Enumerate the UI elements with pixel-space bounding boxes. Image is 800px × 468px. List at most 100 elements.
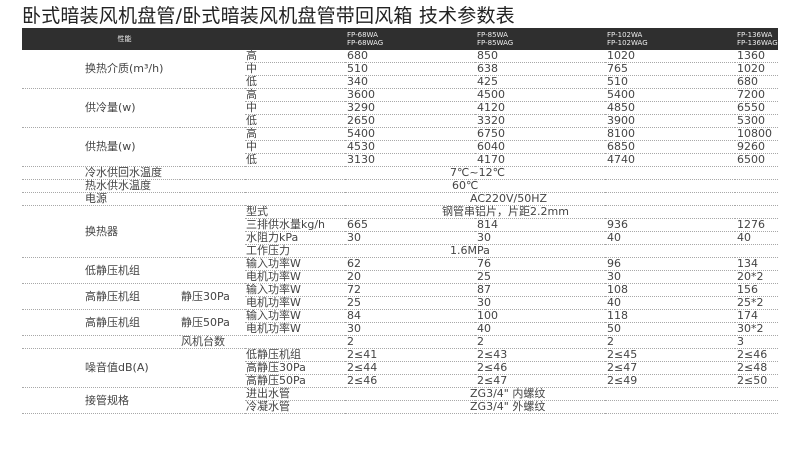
row-label: 接管规格: [22, 387, 245, 414]
table-row: 电源 AC220V/50HZ: [22, 192, 779, 206]
value-cell: 4500: [475, 88, 606, 102]
row-label: 电源: [22, 192, 346, 206]
item-label: 电机功率W: [245, 296, 346, 310]
value-cell: 850: [475, 50, 606, 63]
row-label: 低静压机组: [22, 257, 245, 284]
table-row: 换热器 型式 钢管串铝片，片距2.2mm: [22, 205, 779, 258]
table-row: 换热介质(m³/h) 高 680 850 1020 1360: [22, 50, 779, 89]
value-cell: 510: [345, 62, 476, 76]
value-cell: 665: [345, 218, 476, 232]
value-cell: 680: [735, 75, 779, 89]
table-row: 噪音值dB(A) 低静压机组 2≤41 2≤43 2≤45 2≤46: [22, 348, 779, 388]
value-cell: 2≤46: [345, 374, 476, 388]
value-cell: 118: [605, 309, 736, 323]
value-cell: 30: [345, 231, 476, 245]
value-cell: 3320: [475, 114, 606, 128]
table-row: 冷水供回水温度 7℃~12℃: [22, 166, 779, 180]
value-cell: 765: [605, 62, 736, 76]
value-cell: 2≤47: [605, 361, 736, 375]
table-row: 风机台数 2 2 2 3: [22, 335, 779, 349]
table-row: 高静压50Pa 2≤46 2≤47 2≤49 2≤50: [22, 374, 779, 388]
value-cell: 10800: [735, 127, 779, 141]
value-cell: 2≤46: [735, 348, 779, 362]
value-cell: 134: [735, 257, 779, 271]
value-cell: 30: [605, 270, 736, 284]
row-label: 换热器: [22, 205, 245, 258]
value-cell: 814: [475, 218, 606, 232]
value-cell: 25: [345, 296, 476, 310]
value-cell: 2≤46: [475, 361, 606, 375]
value-cell: 40: [605, 296, 736, 310]
item-label: 高: [245, 127, 346, 141]
item-label: 高静压30Pa: [245, 361, 346, 375]
merged-value: AC220V/50HZ: [345, 192, 779, 206]
item-label: 低: [245, 153, 346, 167]
table-row: 电机功率W 20 25 30 20*2: [22, 270, 779, 284]
value-cell: 3: [735, 335, 779, 349]
value-cell: 2≤45: [605, 348, 736, 362]
value-cell: 680: [345, 50, 476, 63]
item-label: 输入功率W: [245, 309, 346, 323]
table-row: 高静压机组 静压30Pa 输入功率W 72 87 108 156: [22, 283, 779, 310]
value-cell: 76: [475, 257, 606, 271]
merged-value: ZG3/4" 内螺纹: [345, 387, 779, 401]
item-label: 中: [245, 62, 346, 76]
value-cell: 510: [605, 75, 736, 89]
table-row: 接管规格 进出水管 ZG3/4" 内螺纹: [22, 387, 779, 414]
header-model: FP-136WA FP-136WAG: [735, 28, 779, 50]
item-label: 中: [245, 101, 346, 115]
value-cell: 936: [605, 218, 736, 232]
row-label: 供冷量(w): [22, 88, 245, 128]
table-row: 中 3290 4120 4850 6550: [22, 101, 779, 115]
value-cell: 108: [605, 283, 736, 297]
table-row: 热水供水温度 60℃: [22, 179, 779, 193]
item-label: 中: [245, 140, 346, 154]
value-cell: 174: [735, 309, 779, 323]
item-label: 进出水管: [245, 387, 346, 401]
value-cell: 6750: [475, 127, 606, 141]
item-label: 电机功率W: [245, 322, 346, 336]
value-cell: 2: [345, 335, 476, 349]
merged-value: 1.6MPa: [345, 244, 779, 258]
item-label: 冷凝水管: [245, 400, 346, 414]
value-cell: 30*2: [735, 322, 779, 336]
value-cell: 2≤49: [605, 374, 736, 388]
value-cell: 25*2: [735, 296, 779, 310]
value-cell: 30: [475, 231, 606, 245]
merged-value: 钢管串铝片，片距2.2mm: [345, 205, 779, 219]
value-cell: 4120: [475, 101, 606, 115]
row-label: [22, 335, 180, 349]
table-row: 低 3130 4170 4740 6500: [22, 153, 779, 167]
row-label: 换热介质(m³/h): [22, 50, 245, 89]
value-cell: 6500: [735, 153, 779, 167]
value-cell: 9260: [735, 140, 779, 154]
value-cell: 6550: [735, 101, 779, 115]
value-cell: 40: [475, 322, 606, 336]
item-label: 电机功率W: [245, 270, 346, 284]
value-cell: 25: [475, 270, 606, 284]
value-cell: 2: [475, 335, 606, 349]
value-cell: 3900: [605, 114, 736, 128]
value-cell: 425: [475, 75, 606, 89]
value-cell: 2≤50: [735, 374, 779, 388]
value-cell: 62: [345, 257, 476, 271]
table-row: 高静压30Pa 2≤44 2≤46 2≤47 2≤48: [22, 361, 779, 375]
value-cell: 2≤43: [475, 348, 606, 362]
value-cell: 40: [735, 231, 779, 245]
table-row: 冷凝水管 ZG3/4" 外螺纹: [22, 400, 779, 414]
table-row: 中 510 638 765 1020: [22, 62, 779, 76]
value-cell: 3130: [345, 153, 476, 167]
value-cell: 3600: [345, 88, 476, 102]
value-cell: 2≤44: [345, 361, 476, 375]
table-row: 高静压机组 静压50Pa 输入功率W 84 100 118 174: [22, 309, 779, 336]
row-label: 供热量(w): [22, 127, 245, 167]
header-model: FP-102WA FP-102WAG: [605, 28, 736, 50]
item-label: 工作压力: [245, 244, 346, 258]
table-row: 低 340 425 510 680: [22, 75, 779, 89]
header-model: FP-68WA FP-68WAG: [345, 28, 476, 50]
row-label: 高静压机组: [22, 283, 180, 310]
merged-value: 7℃~12℃: [345, 166, 779, 180]
value-cell: 50: [605, 322, 736, 336]
value-cell: 2≤41: [345, 348, 476, 362]
value-cell: 1276: [735, 218, 779, 232]
